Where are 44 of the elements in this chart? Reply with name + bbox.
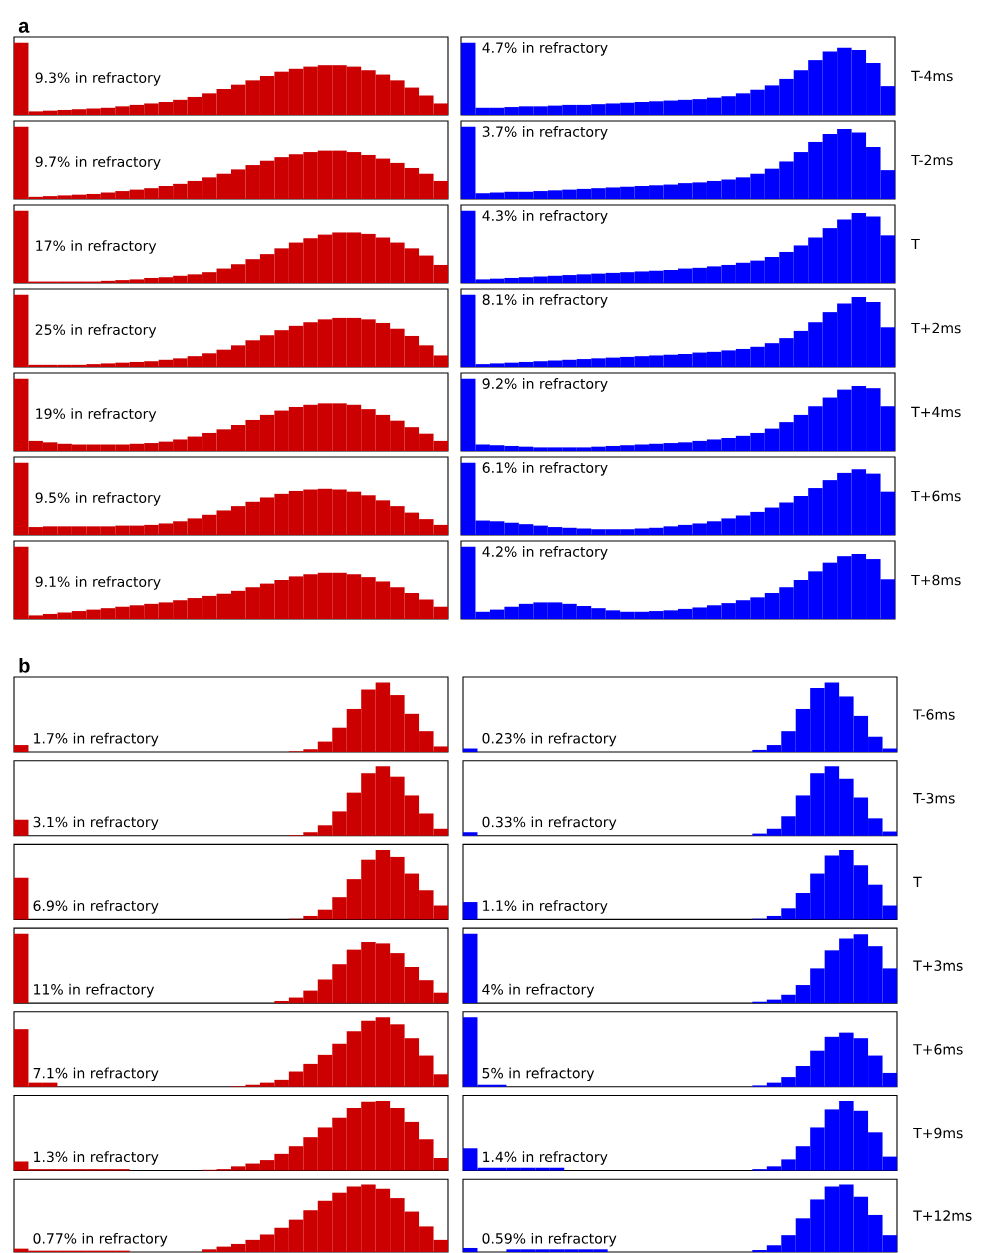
annotation: 0.23% in refractory bbox=[482, 732, 617, 747]
y2-axis-title: T-6ms bbox=[913, 709, 955, 720]
annotation: 4.3% in refractory bbox=[482, 210, 608, 224]
annotation: 9.2% in refractory bbox=[482, 378, 608, 392]
chart-title: b bbox=[19, 658, 30, 673]
y2-axis-title: T bbox=[913, 876, 922, 888]
annotation: 9.5% in refractory bbox=[35, 492, 161, 506]
y2-axis-title: T+2ms bbox=[911, 322, 961, 334]
annotation: 5% in refractory bbox=[482, 1067, 595, 1082]
y2-axis-title: T-4ms bbox=[911, 70, 953, 82]
y2-axis-title: T+12ms bbox=[913, 1210, 972, 1221]
annotation: 4.2% in refractory bbox=[482, 546, 608, 560]
annotation: 1.1% in refractory bbox=[483, 900, 608, 914]
annotation: 3.7% in refractory bbox=[482, 126, 608, 140]
annotation: 11% in refractory bbox=[34, 983, 155, 998]
y2-axis-title: T-2ms bbox=[911, 154, 953, 166]
annotation: 1.4% in refractory bbox=[483, 1151, 608, 1165]
annotation: 9.7% in refractory bbox=[35, 156, 161, 170]
annotation: 0.59% in refractory bbox=[482, 1232, 617, 1247]
annotation: 0.33% in refractory bbox=[482, 816, 617, 831]
annotation: 9.1% in refractory bbox=[35, 576, 161, 590]
annotation: 0.77% in refractory bbox=[33, 1232, 168, 1247]
annotation: 3.1% in refractory bbox=[33, 816, 159, 831]
annotation: 17% in refractory bbox=[36, 240, 157, 254]
annotation: 9.3% in refractory bbox=[35, 72, 161, 86]
annotation: 1.3% in refractory bbox=[34, 1151, 159, 1165]
annotation: 19% in refractory bbox=[36, 408, 157, 422]
annotation: 4% in refractory bbox=[482, 983, 595, 998]
annotation: 8.1% in refractory bbox=[482, 294, 608, 308]
y2-axis-title: T+8ms bbox=[911, 574, 961, 586]
y2-axis-title: T+4ms bbox=[911, 406, 961, 418]
y2-axis-title: T+9ms bbox=[913, 1127, 963, 1139]
y2-axis-title: T+6ms bbox=[913, 1044, 963, 1055]
annotation: 25% in refractory bbox=[35, 324, 157, 338]
annotation: 6.9% in refractory bbox=[33, 900, 159, 914]
y2-axis-title: T+3ms bbox=[913, 960, 963, 971]
y2-axis-title: T+6ms bbox=[911, 490, 961, 502]
annotation: 1.7% in refractory bbox=[34, 732, 159, 747]
annotation: 7.1% in refractory bbox=[33, 1067, 159, 1082]
y2-axis-title: T bbox=[911, 238, 920, 250]
annotation: 4.7% in refractory bbox=[482, 42, 608, 56]
chart-title: a bbox=[18, 21, 30, 33]
annotation: 6.1% in refractory bbox=[482, 462, 608, 476]
y2-axis-title: T-3ms bbox=[913, 792, 955, 804]
